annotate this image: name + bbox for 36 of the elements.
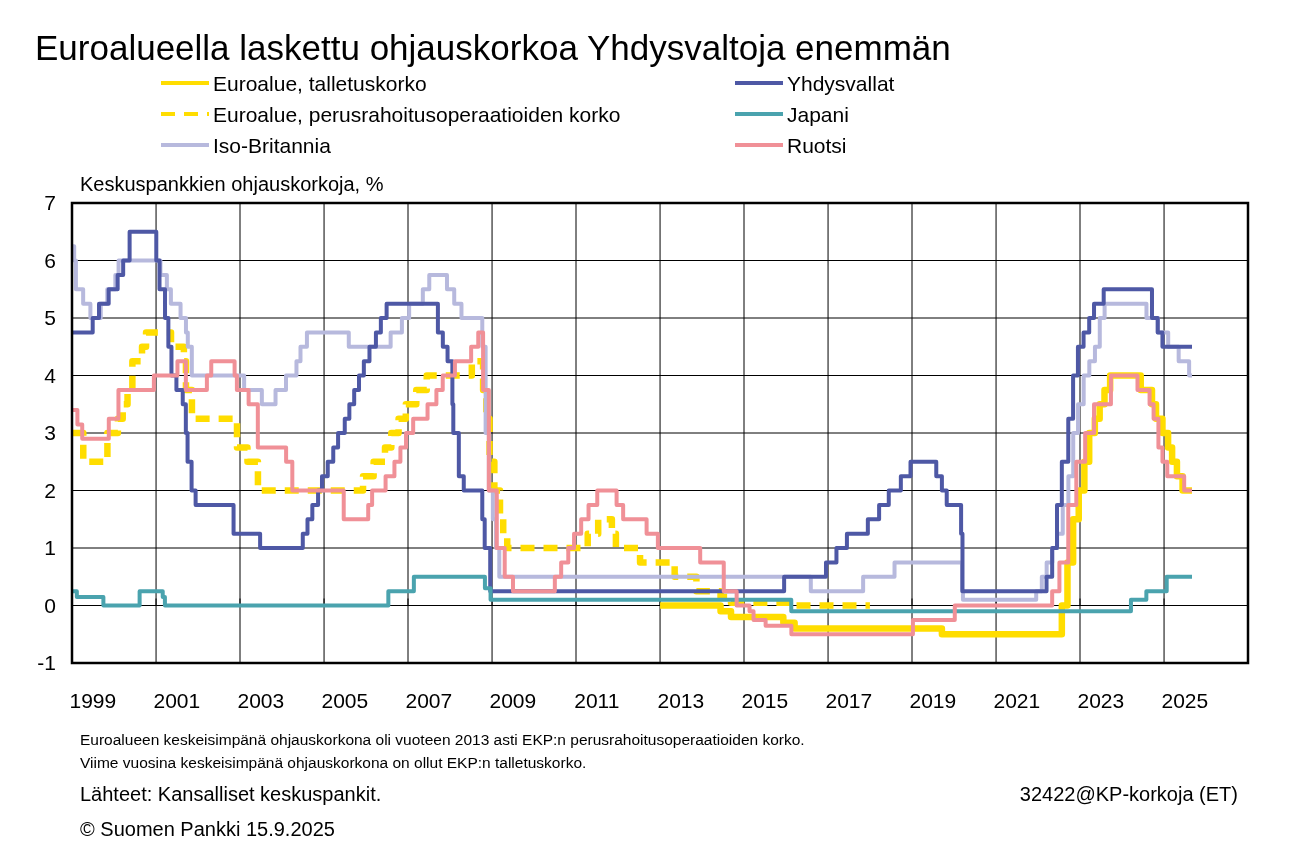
x-tick-label: 2015: [741, 689, 789, 712]
x-tick-label: 2005: [321, 689, 369, 712]
x-tick-label: 2017: [825, 689, 873, 712]
x-tick-label: 1999: [69, 689, 117, 712]
y-tick-label: 6: [44, 248, 56, 272]
text: Lähteet: Kansalliset keskuspankit.: [80, 783, 382, 805]
text: 32422@KP-korkoja (ET): [1019, 783, 1238, 805]
text: Viime vuosina keskeisimpänä ohjauskorkona on ollut EKP:n talletuskorko.: [80, 754, 587, 771]
y-tick-label: 3: [44, 421, 56, 444]
y-tick-label: 1: [44, 536, 56, 559]
legend-label: Yhdysvallat: [787, 72, 895, 95]
legend-label: Euroalue, talletuskorko: [213, 72, 427, 95]
y-tick-label: 0: [44, 593, 56, 617]
legend-label: Euroalue, perusrahoitusoperaatioiden korko: [213, 103, 621, 126]
y-tick-label: 7: [44, 191, 56, 214]
y-tick-label: 5: [44, 306, 56, 329]
x-tick-label: 2023: [1077, 689, 1125, 712]
x-tick-label: 2001: [153, 689, 201, 712]
y-axis-title: Keskuspankkien ohjauskorkoja, %: [80, 173, 384, 195]
x-tick-label: 2009: [489, 689, 537, 712]
y-tick-label: 2: [44, 478, 56, 502]
x-tick-label: 2019: [909, 689, 957, 712]
x-tick-label: 2013: [657, 689, 705, 712]
chart-title: Euroalueella laskettu ohjauskorkoa Yhdysvaltoja enemmän: [35, 28, 951, 67]
x-tick-label: 2003: [237, 689, 285, 712]
x-tick-label: 2025: [1161, 689, 1209, 712]
y-tick-label: -1: [37, 651, 56, 674]
y-tick-label: 4: [44, 363, 57, 387]
x-tick-label: 2007: [405, 689, 453, 712]
text: Euroalueen keskeisimpänä ohjauskorkona oli vuoteen 2013 asti EKP:n perusrahoitusoperaatioiden korko.: [80, 731, 805, 748]
x-tick-label: 2011: [574, 689, 620, 712]
text: © Suomen Pankki 15.9.2025: [80, 818, 335, 840]
legend-label: Ruotsi: [787, 134, 847, 157]
x-tick-label: 2021: [993, 689, 1041, 712]
legend-label: Japani: [787, 103, 849, 126]
legend-label: Iso-Britannia: [213, 134, 332, 157]
